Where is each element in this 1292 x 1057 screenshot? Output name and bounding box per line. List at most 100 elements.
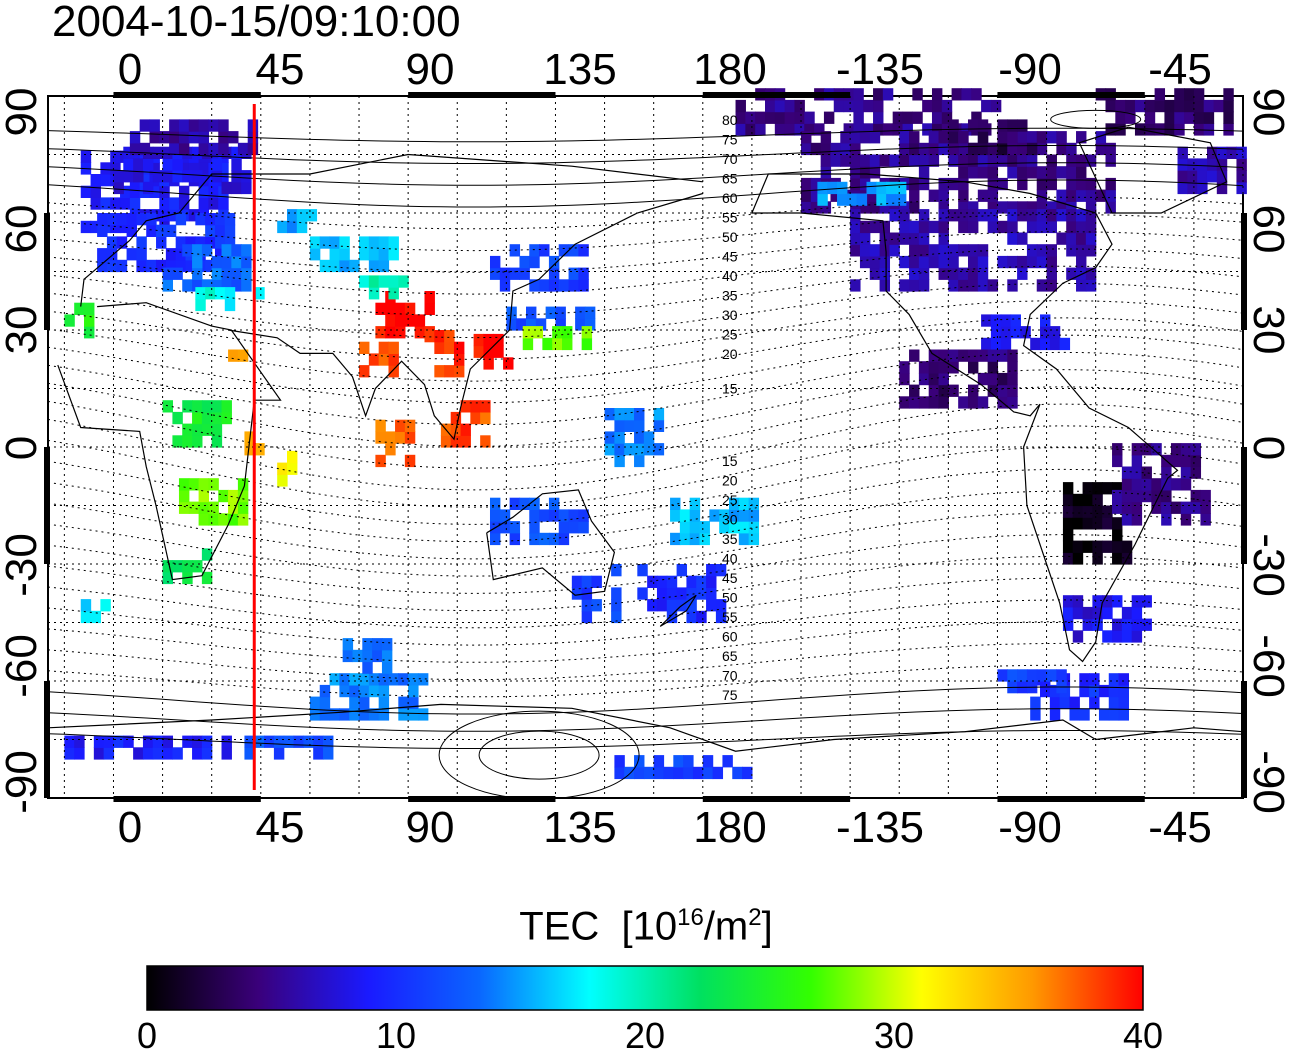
tec-cell — [1017, 119, 1028, 132]
tec-cell — [1066, 267, 1077, 280]
tec-cell — [1200, 513, 1211, 526]
tec-cell — [928, 244, 940, 257]
coastline — [57, 302, 282, 581]
tec-cell — [1112, 618, 1123, 631]
tec-cell — [850, 166, 861, 179]
tec-cell — [958, 189, 969, 202]
tec-cell — [444, 365, 455, 378]
tec-cell — [1092, 595, 1103, 608]
tec-cell — [529, 532, 540, 546]
tec-cell — [303, 735, 314, 748]
tec-cell — [1105, 142, 1116, 156]
tec-cell — [211, 158, 223, 171]
tec-cell — [899, 154, 910, 167]
tec-cell — [1184, 111, 1195, 124]
tec-cell — [552, 326, 563, 339]
tec-cell — [395, 314, 406, 327]
tec-cell — [460, 400, 471, 413]
tec-cell — [656, 599, 668, 612]
tec-cell — [110, 197, 121, 210]
tec-cell — [1036, 189, 1048, 202]
tec-cell — [395, 431, 406, 444]
tec-cell — [198, 185, 210, 198]
tec-cell — [1095, 142, 1107, 156]
tec-cell — [977, 267, 989, 280]
tec-cell — [329, 673, 340, 686]
tec-cell — [765, 99, 776, 113]
x-tick-top-0: 0 — [117, 45, 143, 94]
tec-cell — [349, 696, 360, 709]
tec-cell — [506, 318, 517, 331]
magnetic-contour — [47, 265, 1244, 317]
tec-cell — [1026, 142, 1038, 156]
tec-cell — [1017, 177, 1028, 191]
coastlines — [47, 126, 1244, 752]
tec-cell — [801, 201, 812, 214]
tec-cell — [241, 255, 252, 269]
tec-cell — [395, 302, 406, 315]
tec-cell — [653, 419, 665, 432]
tec-cell — [918, 396, 930, 409]
magnetic-contour — [47, 282, 1244, 339]
tec-cell — [195, 287, 206, 300]
tec-cell — [368, 259, 380, 273]
tec-cell — [1076, 244, 1087, 257]
tec-cell — [1082, 493, 1093, 507]
tec-cell — [483, 357, 494, 370]
tec-cell — [859, 154, 871, 167]
tec-cell — [1036, 220, 1048, 234]
tec-cell — [840, 131, 851, 144]
x-tick-top-3: 135 — [543, 45, 617, 94]
tec-cell — [873, 111, 884, 124]
y-tick-right-2: 30 — [1244, 305, 1292, 355]
tec-cell — [774, 99, 786, 113]
edge-bar — [997, 92, 1145, 98]
tec-cell — [889, 201, 900, 214]
tec-cell — [902, 111, 913, 124]
tec-cell — [182, 170, 193, 183]
tec-cell — [1180, 466, 1192, 479]
tec-cell — [1161, 489, 1172, 503]
x-tick-bottom-3: 135 — [543, 803, 617, 852]
tec-cell — [378, 248, 390, 261]
tec-cell — [404, 302, 416, 315]
tec-cell — [604, 443, 615, 456]
tec-cell — [100, 197, 111, 210]
tec-cell — [820, 201, 832, 214]
tec-cell — [958, 201, 969, 214]
tec-cell — [1007, 232, 1018, 245]
tec-cell — [912, 111, 923, 124]
tec-cell — [277, 220, 288, 234]
tec-cell — [948, 131, 959, 144]
tec-cell — [967, 361, 979, 374]
tec-cell — [1082, 540, 1093, 553]
tec-cell — [90, 185, 101, 198]
tec-cell — [938, 177, 949, 191]
tec-cell — [178, 162, 190, 175]
tec-cell — [375, 431, 386, 444]
y-tick-left-5: -60 — [0, 634, 46, 698]
tec-cell — [123, 735, 134, 748]
tec-cell — [804, 111, 815, 124]
tec-cell — [97, 213, 108, 226]
tec-cell — [1085, 244, 1097, 257]
tec-cell — [958, 220, 969, 234]
tec-cell — [928, 349, 940, 362]
tec-cell — [1007, 279, 1018, 292]
tec-cell — [1092, 517, 1103, 530]
tec-cell — [195, 236, 206, 249]
tec-cell — [879, 255, 891, 269]
tec-cell — [106, 259, 118, 273]
tec-cell — [1076, 232, 1087, 245]
tec-cell — [1141, 595, 1152, 608]
tec-cell — [499, 509, 511, 522]
tec-cell — [339, 684, 350, 698]
tec-cell — [388, 248, 399, 261]
tec-cell — [1007, 396, 1018, 409]
tec-cell — [856, 193, 868, 206]
tec-cell — [1026, 131, 1038, 144]
tec-cell — [349, 259, 360, 273]
tec-cell — [941, 111, 953, 124]
tec-cell — [188, 209, 200, 222]
tec-cell — [1026, 166, 1038, 179]
